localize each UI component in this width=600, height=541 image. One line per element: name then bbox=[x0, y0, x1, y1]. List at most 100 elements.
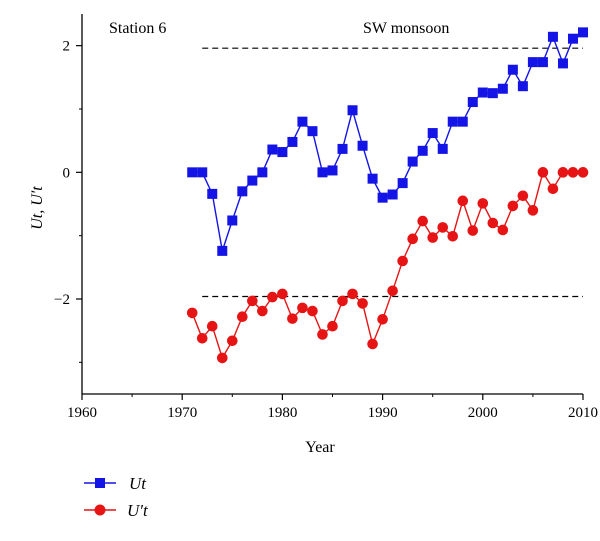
data-point bbox=[457, 116, 468, 127]
data-point bbox=[357, 298, 368, 309]
data-point bbox=[437, 143, 448, 154]
y-tick-label: 0 bbox=[63, 165, 71, 181]
data-point bbox=[187, 167, 198, 178]
reference-lines bbox=[202, 47, 583, 298]
legend-item-ut: Ut bbox=[84, 474, 147, 493]
data-point bbox=[457, 195, 469, 207]
data-point bbox=[267, 291, 278, 303]
data-point bbox=[217, 245, 228, 256]
data-point bbox=[227, 335, 238, 347]
data-point bbox=[547, 31, 558, 42]
data-point bbox=[237, 311, 248, 323]
data-point bbox=[317, 167, 328, 178]
data-point bbox=[327, 320, 338, 332]
data-point bbox=[447, 116, 458, 127]
data-point bbox=[437, 222, 449, 233]
data-point bbox=[237, 186, 248, 197]
data-point bbox=[517, 190, 529, 202]
legend-marker-uprime bbox=[94, 504, 106, 516]
data-point bbox=[337, 143, 348, 154]
y-axis-title: Ut, U′t bbox=[29, 186, 46, 230]
data-point bbox=[186, 307, 198, 319]
x-tick-label: 1990 bbox=[368, 405, 398, 421]
data-point bbox=[196, 332, 208, 344]
data-point bbox=[397, 178, 408, 189]
series-uprime-t bbox=[186, 167, 589, 364]
data-point bbox=[337, 295, 348, 307]
data-point bbox=[507, 64, 518, 75]
data-point bbox=[527, 205, 539, 216]
x-tick-label: 1970 bbox=[167, 405, 197, 421]
data-point bbox=[247, 295, 258, 307]
data-point bbox=[347, 105, 358, 116]
data-point bbox=[227, 215, 238, 226]
data-point bbox=[477, 198, 489, 209]
legend-item-uprime: U′t bbox=[84, 501, 149, 520]
data-point bbox=[297, 302, 308, 314]
data-point bbox=[347, 288, 358, 300]
data-point bbox=[567, 167, 579, 178]
series-line bbox=[191, 170, 583, 360]
data-point bbox=[216, 352, 228, 364]
y-tick-label: 2 bbox=[63, 39, 71, 55]
x-tick-label: 2000 bbox=[468, 405, 498, 421]
y-tick-label: −2 bbox=[54, 292, 70, 308]
data-point bbox=[578, 27, 588, 38]
axis-ticks: 1960 1970 1980 1990 2000 2010 −2 0 2 bbox=[54, 39, 598, 421]
data-point bbox=[327, 165, 338, 176]
legend-label-ut: Ut bbox=[129, 474, 147, 493]
legend: Ut U′t bbox=[84, 474, 149, 520]
x-tick-label: 1980 bbox=[267, 405, 297, 421]
data-point bbox=[467, 97, 478, 108]
data-point bbox=[387, 285, 398, 297]
station-annotation: Station 6 bbox=[109, 20, 166, 37]
data-point bbox=[577, 167, 589, 178]
data-point bbox=[517, 81, 528, 92]
data-point bbox=[417, 215, 428, 227]
data-point bbox=[537, 57, 548, 68]
legend-label-uprime: U′t bbox=[127, 501, 149, 520]
data-point bbox=[427, 128, 438, 139]
data-point bbox=[497, 224, 509, 236]
series-layer bbox=[186, 27, 589, 364]
data-point bbox=[247, 175, 258, 186]
data-point bbox=[387, 189, 398, 200]
data-point bbox=[287, 136, 298, 147]
data-point bbox=[427, 232, 439, 243]
data-point bbox=[377, 192, 388, 203]
data-point bbox=[287, 313, 298, 324]
data-point bbox=[367, 173, 378, 184]
data-point bbox=[397, 255, 408, 267]
data-point bbox=[297, 116, 308, 127]
x-tick-label: 1960 bbox=[67, 405, 97, 421]
data-point bbox=[557, 58, 568, 69]
data-point bbox=[307, 305, 318, 317]
x-tick-label: 2010 bbox=[568, 405, 598, 421]
data-point bbox=[197, 167, 208, 178]
data-point bbox=[547, 183, 559, 195]
data-point bbox=[367, 338, 378, 350]
data-point bbox=[267, 144, 278, 155]
data-point bbox=[207, 188, 218, 199]
data-point bbox=[557, 167, 569, 178]
data-point bbox=[377, 313, 388, 325]
data-point bbox=[257, 305, 268, 317]
data-point bbox=[487, 88, 498, 99]
data-point bbox=[206, 320, 218, 332]
data-point bbox=[357, 140, 368, 151]
data-point bbox=[307, 126, 318, 137]
data-point bbox=[497, 83, 508, 94]
data-point bbox=[277, 288, 288, 300]
data-point bbox=[447, 231, 459, 242]
legend-marker-ut bbox=[95, 478, 105, 488]
series-ut bbox=[187, 27, 588, 256]
data-point bbox=[567, 33, 578, 44]
data-point bbox=[317, 329, 328, 340]
season-annotation: SW monsoon bbox=[363, 20, 449, 37]
data-point bbox=[507, 200, 519, 212]
data-point bbox=[537, 167, 549, 178]
data-point bbox=[407, 233, 418, 245]
data-point bbox=[477, 87, 488, 98]
